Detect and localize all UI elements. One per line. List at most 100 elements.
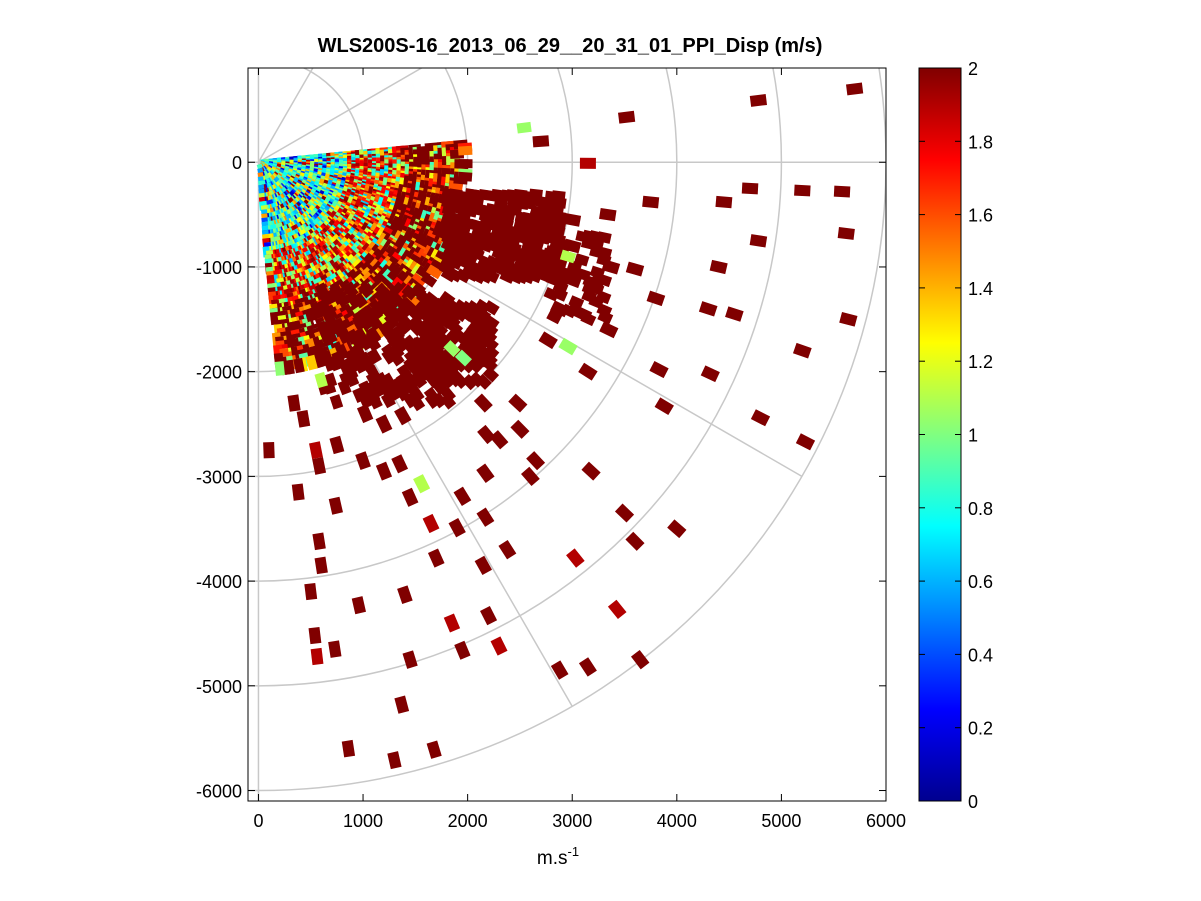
far-cell <box>649 361 669 379</box>
colorbar-tick-label: 1.4 <box>968 279 993 299</box>
far-cell <box>476 507 495 527</box>
near-cell <box>420 272 438 288</box>
cluster-cell <box>358 305 374 323</box>
near-cell <box>425 264 443 280</box>
spoke-line <box>257 68 314 163</box>
far-cell <box>474 555 493 576</box>
colorbar-tick-label: 1.2 <box>968 352 993 372</box>
far-cell <box>581 461 601 481</box>
far-cell <box>618 110 636 124</box>
x-tick-label: 4000 <box>657 811 697 831</box>
plot-frame <box>247 67 887 802</box>
cluster-cell <box>439 357 456 374</box>
cluster-cell <box>365 328 382 345</box>
x-tick-label: 5000 <box>761 811 801 831</box>
far-cell <box>538 331 558 350</box>
cluster-cell <box>480 328 498 345</box>
colorbar-tick-label: 0.6 <box>968 572 993 592</box>
highlight-cell <box>454 349 472 367</box>
cluster-cell <box>430 337 447 354</box>
cluster-cell <box>461 373 478 391</box>
far-cell <box>709 259 728 275</box>
cluster-cell <box>467 357 484 374</box>
cluster-cell <box>475 373 492 390</box>
far-cell <box>375 461 393 481</box>
far-cell <box>837 227 855 240</box>
far-cell <box>263 442 275 459</box>
far-cell <box>526 451 546 471</box>
far-cell <box>397 585 413 605</box>
far-cell <box>375 414 393 434</box>
colorbar-tick-label: 0.2 <box>968 719 993 739</box>
y-axis-ticks: 0 -1000 -2000 -3000 -4000 -5000 -6000 <box>196 153 886 802</box>
far-cell <box>387 751 402 770</box>
far-cell <box>291 483 305 501</box>
cluster-cell <box>380 292 398 309</box>
cluster-cell <box>351 335 367 352</box>
y-tick-label: -1000 <box>196 258 242 278</box>
y-tick-label: -6000 <box>196 782 242 802</box>
cluster-cell <box>394 304 411 321</box>
far-cell <box>356 404 374 424</box>
far-cell <box>394 405 412 426</box>
far-cell <box>792 342 812 359</box>
far-cell <box>625 531 645 551</box>
far-cell <box>448 518 466 538</box>
far-cell <box>578 362 598 381</box>
cluster-cell <box>430 314 447 331</box>
cluster-cell <box>596 303 613 318</box>
near-cell <box>457 171 473 182</box>
far-cell <box>401 487 419 507</box>
cluster-cell <box>329 394 344 410</box>
far-cell <box>578 657 597 677</box>
far-cell <box>839 311 858 327</box>
cluster-cell <box>409 336 427 353</box>
colorbar-gradient <box>918 67 962 802</box>
cluster-cell <box>352 292 368 309</box>
far-cell <box>550 660 569 680</box>
cluster-cell <box>342 281 359 299</box>
far-cell <box>371 377 389 398</box>
far-cell <box>563 212 582 227</box>
far-cell <box>532 135 550 148</box>
far-cell <box>310 647 324 666</box>
spoke-line <box>258 68 423 163</box>
cluster-cell <box>367 304 384 322</box>
far-cell <box>586 236 605 252</box>
cluster-cell <box>452 372 469 390</box>
far-cell <box>296 409 311 428</box>
near-cell <box>410 272 427 288</box>
colorbar-tick-label: 1 <box>968 426 978 446</box>
far-cell <box>698 301 718 317</box>
far-cell <box>391 454 409 474</box>
far-cell <box>715 195 733 209</box>
cluster-cell <box>417 335 434 352</box>
cluster-cell <box>437 363 455 381</box>
cluster-cell <box>483 268 500 284</box>
cluster-cell <box>482 366 500 383</box>
x-axis-label-superscript: -1 <box>568 844 580 859</box>
far-cell <box>750 409 771 427</box>
far-cell <box>599 321 619 339</box>
x-axis-ticks: 0 1000 2000 3000 4000 5000 6000 <box>253 68 906 831</box>
far-cell <box>402 650 418 669</box>
far-cell <box>341 739 356 758</box>
near-cell <box>274 361 285 376</box>
cluster-cell <box>481 322 499 338</box>
cluster-cell <box>337 328 352 345</box>
near-cell <box>458 145 473 156</box>
far-cell <box>422 513 440 534</box>
far-cell <box>601 259 621 275</box>
cluster-cell <box>366 348 383 365</box>
cluster-cell <box>431 391 448 409</box>
cluster-cell <box>439 290 456 307</box>
cluster-cell <box>430 326 447 343</box>
cluster-cell <box>483 300 500 316</box>
far-cell <box>579 157 596 169</box>
x-tick-label: 0 <box>253 811 263 831</box>
cluster-cell <box>409 386 425 403</box>
far-cell <box>552 269 572 286</box>
x-tick-label: 2000 <box>448 811 488 831</box>
highlight-cell <box>443 340 461 358</box>
chart-title: WLS200S-16_2013_06_29__20_31_01_PPI_Disp… <box>318 35 823 57</box>
